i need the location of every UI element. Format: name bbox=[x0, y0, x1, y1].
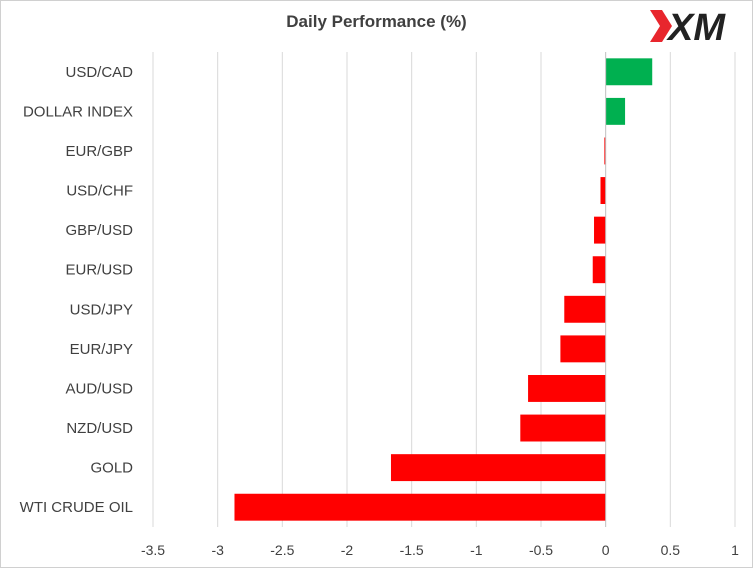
x-tick-label: -0.5 bbox=[529, 542, 553, 558]
x-tick-label: -2.5 bbox=[270, 542, 294, 558]
chart-title: Daily Performance (%) bbox=[286, 12, 467, 31]
xm-logo: XM bbox=[650, 7, 726, 48]
category-label: WTI CRUDE OIL bbox=[20, 499, 133, 516]
category-label: USD/CAD bbox=[65, 64, 133, 81]
bar-usd-cad bbox=[605, 58, 653, 86]
bar-nzd-usd bbox=[520, 414, 606, 442]
x-tick-label: -1.5 bbox=[400, 542, 424, 558]
bar-eur-gbp bbox=[604, 137, 606, 165]
bar-aud-usd bbox=[528, 375, 606, 402]
bar-eur-jpy bbox=[560, 335, 606, 363]
category-label: GBP/USD bbox=[65, 222, 133, 239]
x-tick-label: 1 bbox=[731, 542, 739, 558]
bar-eur-usd bbox=[592, 256, 606, 284]
bar-wti-crude-oil bbox=[234, 493, 606, 521]
category-label: USD/JPY bbox=[70, 301, 133, 318]
category-label: USD/CHF bbox=[66, 183, 133, 200]
x-tick-label: 0 bbox=[602, 542, 610, 558]
bar-gbp-usd bbox=[594, 216, 606, 244]
logo-mark-icon bbox=[650, 10, 672, 42]
x-tick-label: -3 bbox=[211, 542, 224, 558]
x-tick-label: -1 bbox=[470, 542, 483, 558]
category-label: DOLLAR INDEX bbox=[23, 103, 133, 120]
bar-gold bbox=[390, 454, 606, 482]
category-label: EUR/JPY bbox=[70, 341, 133, 358]
category-label: NZD/USD bbox=[66, 420, 133, 437]
category-label: EUR/USD bbox=[65, 262, 133, 279]
bar-usd-chf bbox=[600, 177, 606, 204]
bar-usd-jpy bbox=[564, 295, 606, 323]
category-label: EUR/GBP bbox=[65, 143, 133, 160]
x-tick-label: 0.5 bbox=[661, 542, 681, 558]
bar-dollar-index bbox=[605, 97, 626, 125]
category-label: AUD/USD bbox=[65, 380, 133, 397]
logo-text: XM bbox=[666, 7, 726, 48]
x-tick-label: -2 bbox=[341, 542, 354, 558]
x-tick-label: -3.5 bbox=[141, 542, 165, 558]
category-label: GOLD bbox=[90, 460, 133, 477]
